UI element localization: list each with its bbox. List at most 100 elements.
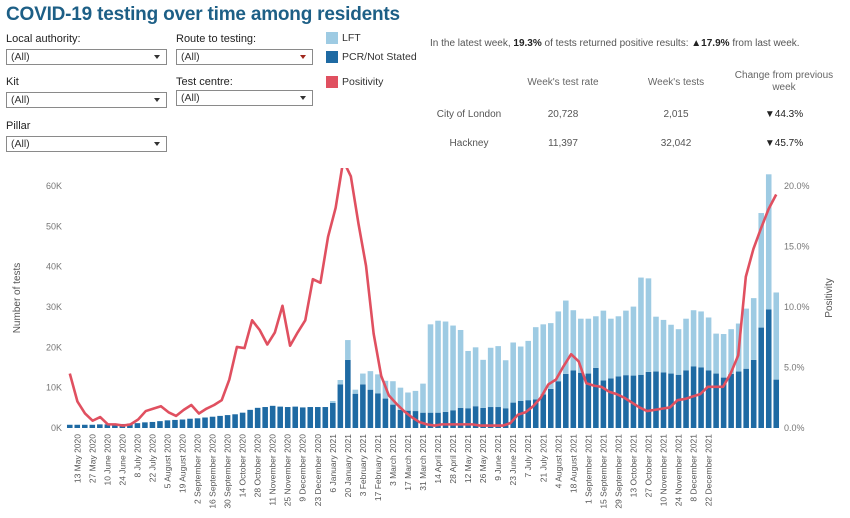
bar-lft[interactable] <box>600 310 607 381</box>
bar-pcr[interactable] <box>194 418 201 428</box>
bar-pcr[interactable] <box>112 423 118 428</box>
bar-pcr[interactable] <box>758 327 764 428</box>
bar-pcr[interactable] <box>540 394 547 428</box>
bar-pcr[interactable] <box>157 421 163 428</box>
bar-lft[interactable] <box>750 298 757 360</box>
bar-pcr[interactable] <box>217 415 223 428</box>
bar-pcr[interactable] <box>615 376 622 428</box>
bar-pcr[interactable] <box>337 384 344 428</box>
bar-pcr[interactable] <box>420 412 426 428</box>
bar-pcr[interactable] <box>322 407 329 428</box>
bar-lft[interactable] <box>608 318 614 379</box>
bar-pcr[interactable] <box>608 378 614 428</box>
bar-pcr[interactable] <box>89 424 96 428</box>
test-centre-select[interactable]: (All) <box>176 90 313 106</box>
bar-lft[interactable] <box>638 277 644 375</box>
bar-pcr[interactable] <box>164 420 171 428</box>
bar-lft[interactable] <box>337 380 344 385</box>
bar-pcr[interactable] <box>495 407 501 428</box>
bar-pcr[interactable] <box>142 422 148 428</box>
bar-pcr[interactable] <box>472 406 479 428</box>
bar-lft[interactable] <box>502 360 509 409</box>
legend-item-lft[interactable]: LFT <box>326 32 361 44</box>
bar-pcr[interactable] <box>149 421 156 428</box>
bar-lft[interactable] <box>555 311 562 382</box>
bar-pcr[interactable] <box>653 371 659 428</box>
bar-pcr[interactable] <box>397 409 404 428</box>
bar-lft[interactable] <box>743 308 749 369</box>
bar-pcr[interactable] <box>82 424 88 428</box>
bar-lft[interactable] <box>532 327 539 400</box>
bar-lft[interactable] <box>345 340 351 360</box>
bar-pcr[interactable] <box>367 389 374 428</box>
bar-pcr[interactable] <box>668 373 674 428</box>
bar-pcr[interactable] <box>502 408 509 428</box>
bar-lft[interactable] <box>547 323 554 389</box>
bar-pcr[interactable] <box>254 407 261 428</box>
bar-lft[interactable] <box>690 310 697 367</box>
bar-pcr[interactable] <box>239 412 246 428</box>
bar-lft[interactable] <box>480 359 486 408</box>
bar-pcr[interactable] <box>713 373 719 428</box>
bar-pcr[interactable] <box>209 416 216 428</box>
bar-lft[interactable] <box>540 324 547 395</box>
bar-pcr[interactable] <box>435 412 441 428</box>
bar-lft[interactable] <box>705 317 712 371</box>
bar-lft[interactable] <box>653 316 659 372</box>
bar-lft[interactable] <box>517 346 524 401</box>
bar-lft[interactable] <box>375 374 381 394</box>
bar-pcr[interactable] <box>480 407 486 428</box>
bar-pcr[interactable] <box>330 402 336 428</box>
bar-lft[interactable] <box>450 325 456 411</box>
bar-pcr[interactable] <box>735 371 742 428</box>
bar-pcr[interactable] <box>352 393 359 428</box>
bar-pcr[interactable] <box>179 419 186 428</box>
bar-lft[interactable] <box>570 310 577 371</box>
route-select[interactable]: (All) <box>176 49 313 65</box>
bar-pcr[interactable] <box>660 372 667 428</box>
legend-item-positivity[interactable]: Positivity <box>326 76 383 88</box>
bar-lft[interactable] <box>615 316 622 377</box>
bar-pcr[interactable] <box>450 410 456 428</box>
bar-lft[interactable] <box>765 174 772 310</box>
bar-lft[interactable] <box>420 383 426 413</box>
bar-pcr[interactable] <box>299 407 306 428</box>
bar-pcr[interactable] <box>292 406 299 428</box>
bar-lft[interactable] <box>427 324 434 413</box>
bar-lft[interactable] <box>593 316 599 368</box>
bar-pcr[interactable] <box>457 407 464 428</box>
local-authority-select[interactable]: (All) <box>6 49 167 65</box>
bar-lft[interactable] <box>525 340 531 401</box>
bar-pcr[interactable] <box>375 393 381 428</box>
bar-pcr[interactable] <box>427 412 434 428</box>
bar-pcr[interactable] <box>202 417 208 428</box>
bar-pcr[interactable] <box>630 375 637 428</box>
bar-lft[interactable] <box>465 350 471 409</box>
bar-lft[interactable] <box>720 334 727 378</box>
bar-lft[interactable] <box>472 347 479 407</box>
bar-pcr[interactable] <box>750 359 757 428</box>
bar-pcr[interactable] <box>97 424 103 428</box>
bar-lft[interactable] <box>397 387 404 410</box>
bar-pcr[interactable] <box>134 423 141 428</box>
bar-pcr[interactable] <box>277 406 283 428</box>
bar-pcr[interactable] <box>269 405 276 428</box>
bar-pcr[interactable] <box>638 374 644 428</box>
bar-pcr[interactable] <box>187 418 193 428</box>
bar-pcr[interactable] <box>645 371 652 428</box>
bar-pcr[interactable] <box>262 407 268 428</box>
bar-lft[interactable] <box>367 371 374 390</box>
bar-pcr[interactable] <box>765 309 772 428</box>
bar-pcr[interactable] <box>284 407 291 428</box>
bar-lft[interactable] <box>668 324 674 374</box>
bar-pcr[interactable] <box>442 411 449 428</box>
bar-pcr[interactable] <box>547 388 554 428</box>
pillar-select[interactable]: (All) <box>6 136 167 152</box>
bar-pcr[interactable] <box>720 377 727 428</box>
kit-select[interactable]: (All) <box>6 92 167 108</box>
bar-pcr[interactable] <box>585 373 592 428</box>
bar-pcr[interactable] <box>66 424 73 428</box>
bar-pcr[interactable] <box>600 380 607 428</box>
bar-pcr[interactable] <box>563 373 569 428</box>
bar-lft[interactable] <box>510 342 516 403</box>
